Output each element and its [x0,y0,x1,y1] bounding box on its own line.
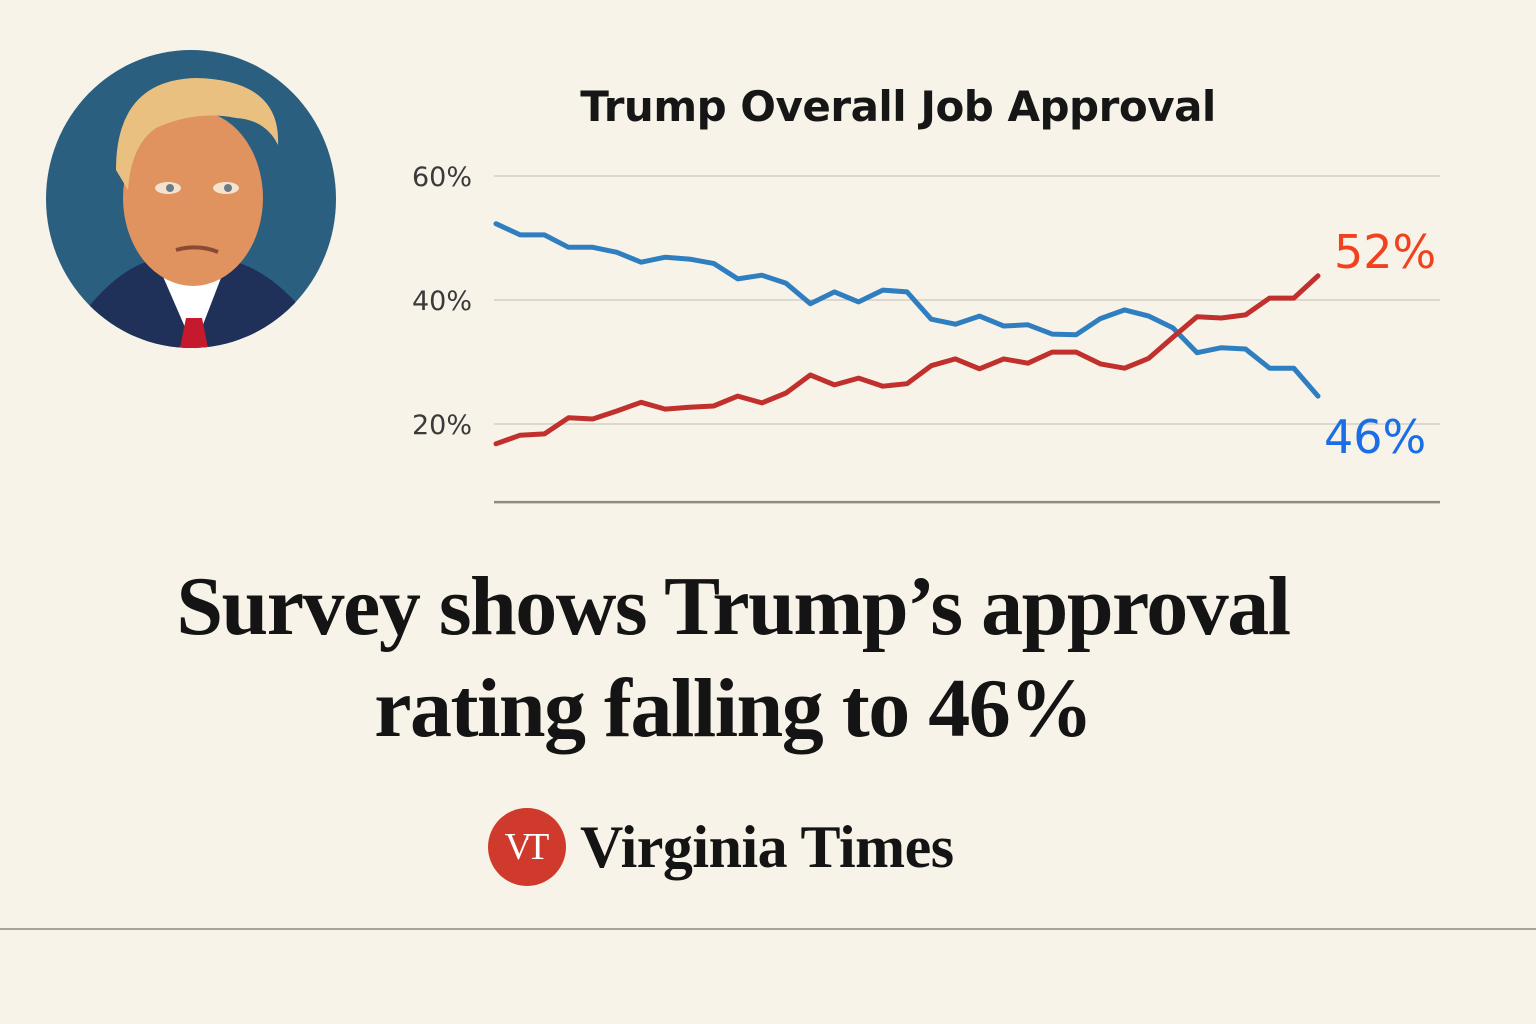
headline-line-2: rating falling to 46% [374,662,1093,755]
portrait-image [46,50,336,348]
portrait-illustration [46,50,336,348]
headline: Survey shows Trump’s approval rating fal… [0,556,1466,760]
chart-title: Trump Overall Job Approval [580,82,1216,131]
brand-logo-icon: VT [488,808,566,886]
footer-divider [0,928,1536,930]
disapprove-series-line [493,273,1321,447]
y-tick-label-40: 40% [412,286,472,317]
headline-line-1: Survey shows Trump’s approval [176,560,1291,653]
y-tick-label-20: 20% [412,410,472,441]
approve-end-label: 46% [1324,410,1426,464]
approve-series-line [493,221,1321,399]
disapprove-end-label: 52% [1334,225,1436,279]
brand-masthead[interactable]: VT Virginia Times [488,808,954,886]
brand-name: Virginia Times [580,813,954,880]
y-tick-label-60: 60% [412,162,472,193]
